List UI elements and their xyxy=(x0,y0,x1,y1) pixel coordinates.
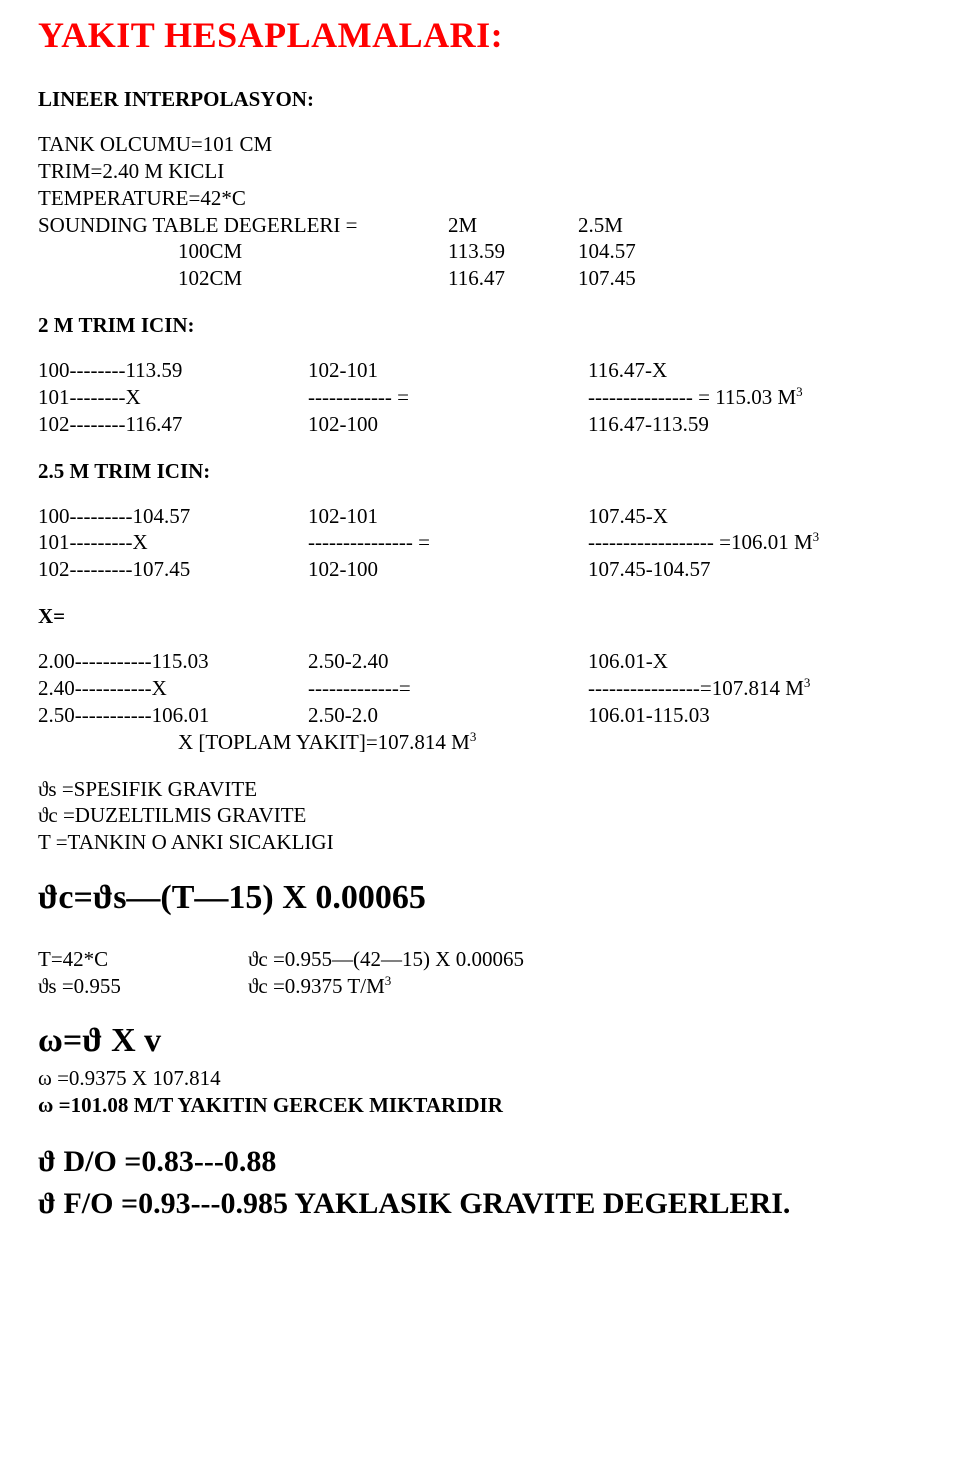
sup-3: 3 xyxy=(804,675,811,690)
t2r1c3: 116.47-X xyxy=(588,357,922,384)
x-block: 2.00-----------115.03 2.50-2.40 106.01-X… xyxy=(38,648,922,756)
sounding-header-row: SOUNDING TABLE DEGERLERI = 2M 2.5M xyxy=(38,212,922,239)
t25r1c3: 107.45-X xyxy=(588,503,922,530)
intro-l3: TEMPERATURE=42*C xyxy=(38,185,922,212)
t25r2: 101---------X --------------- = --------… xyxy=(38,529,922,556)
t2r1: 100--------113.59 102-101 116.47-X xyxy=(38,357,922,384)
sr2c1: 102CM xyxy=(38,265,448,292)
def-s: ϑs =SPESIFIK GRAVITE xyxy=(38,776,922,803)
xr2c1: 2.40-----------X xyxy=(38,675,308,702)
xr1c3: 106.01-X xyxy=(588,648,922,675)
sup-3: 3 xyxy=(813,529,820,544)
sr2c3: 107.45 xyxy=(578,265,636,292)
sounding-label: SOUNDING TABLE DEGERLERI = xyxy=(38,212,448,239)
t25r1c1: 100---------104.57 xyxy=(38,503,308,530)
xr1c2: 2.50-2.40 xyxy=(308,648,588,675)
t25r1: 100---------104.57 102-101 107.45-X xyxy=(38,503,922,530)
xr3: 2.50-----------106.01 2.50-2.0 106.01-11… xyxy=(38,702,922,729)
calc-r1: T=42*C ϑc =0.955—(42—15) X 0.00065 xyxy=(38,946,922,973)
def-c: ϑc =DUZELTILMIS GRAVITE xyxy=(38,802,922,829)
sr1c2: 113.59 xyxy=(448,238,578,265)
x-total: X [TOPLAM YAKIT]=107.814 M3 xyxy=(38,729,922,756)
t2r1c1: 100--------113.59 xyxy=(38,357,308,384)
sup-3: 3 xyxy=(796,384,803,399)
formula-thetac: ϑc=ϑs—(T—15) X 0.00065 xyxy=(38,876,922,920)
trim25-block: 100---------104.57 102-101 107.45-X 101-… xyxy=(38,503,922,584)
sounding-row2: 102CM 116.47 107.45 xyxy=(38,265,922,292)
final-fo: ϑ F/O =0.93---0.985 YAKLASIK GRAVITE DEG… xyxy=(38,1185,922,1223)
sr1c3: 104.57 xyxy=(578,238,636,265)
calc-block: T=42*C ϑc =0.955—(42—15) X 0.00065 ϑs =0… xyxy=(38,946,922,1000)
trim25-head: 2.5 M TRIM ICIN: xyxy=(38,458,922,485)
trim2-block: 100--------113.59 102-101 116.47-X 101--… xyxy=(38,357,922,438)
sounding-h2m: 2M xyxy=(448,212,578,239)
t2r2c3: --------------- = 115.03 M3 xyxy=(588,384,922,411)
xr3c1: 2.50-----------106.01 xyxy=(38,702,308,729)
section-linear-interp: LINEER INTERPOLASYON: xyxy=(38,86,922,113)
sr1c1: 100CM xyxy=(38,238,448,265)
defs-block: ϑs =SPESIFIK GRAVITE ϑc =DUZELTILMIS GRA… xyxy=(38,776,922,857)
calc-r2r: ϑc =0.9375 T/M3 xyxy=(248,973,922,1000)
t2r2c1: 101--------X xyxy=(38,384,308,411)
sounding-h25m: 2.5M xyxy=(578,212,623,239)
xr2: 2.40-----------X -------------= --------… xyxy=(38,675,922,702)
sounding-row1: 100CM 113.59 104.57 xyxy=(38,238,922,265)
intro-block: TANK OLCUMU=101 CM TRIM=2.40 M KICLI TEM… xyxy=(38,131,922,292)
omega-l1: ω =0.9375 X 107.814 xyxy=(38,1065,922,1092)
t2r3: 102--------116.47 102-100 116.47-113.59 xyxy=(38,411,922,438)
sup-3: 3 xyxy=(385,973,392,988)
x-head: X= xyxy=(38,603,922,630)
t2r2: 101--------X ------------ = ------------… xyxy=(38,384,922,411)
calc-r2: ϑs =0.955 ϑc =0.9375 T/M3 xyxy=(38,973,922,1000)
t2r3c2: 102-100 xyxy=(308,411,588,438)
def-t: T =TANKIN O ANKI SICAKLIGI xyxy=(38,829,922,856)
intro-l2: TRIM=2.40 M KICLI xyxy=(38,158,922,185)
t2r3c3: 116.47-113.59 xyxy=(588,411,922,438)
t25r2c2: --------------- = xyxy=(308,529,588,556)
sr2c2: 116.47 xyxy=(448,265,578,292)
t25r2c3: ------------------ =106.01 M3 xyxy=(588,529,922,556)
t25r3: 102---------107.45 102-100 107.45-104.57 xyxy=(38,556,922,583)
t25r1c2: 102-101 xyxy=(308,503,588,530)
xr1: 2.00-----------115.03 2.50-2.40 106.01-X xyxy=(38,648,922,675)
t2r1c2: 102-101 xyxy=(308,357,588,384)
sup-3: 3 xyxy=(470,729,477,744)
t2r2c2: ------------ = xyxy=(308,384,588,411)
omega-formula: ω=ϑ X v xyxy=(38,1019,922,1063)
final-do: ϑ D/O =0.83---0.88 xyxy=(38,1143,922,1181)
trim2-head: 2 M TRIM ICIN: xyxy=(38,312,922,339)
xr1c1: 2.00-----------115.03 xyxy=(38,648,308,675)
calc-r1l: T=42*C xyxy=(38,946,248,973)
t25r3c2: 102-100 xyxy=(308,556,588,583)
t25r3c3: 107.45-104.57 xyxy=(588,556,922,583)
omega-l2: ω =101.08 M/T YAKITIN GERCEK MIKTARIDIR xyxy=(38,1092,922,1119)
page-title: YAKIT HESAPLAMALARI: xyxy=(38,12,922,58)
t2r3c1: 102--------116.47 xyxy=(38,411,308,438)
t25r2c1: 101---------X xyxy=(38,529,308,556)
xr3c3: 106.01-115.03 xyxy=(588,702,922,729)
xr2c3: ----------------=107.814 M3 xyxy=(588,675,922,702)
calc-r2l: ϑs =0.955 xyxy=(38,973,248,1000)
xr2c2: -------------= xyxy=(308,675,588,702)
calc-r1r: ϑc =0.955—(42—15) X 0.00065 xyxy=(248,946,922,973)
t25r3c1: 102---------107.45 xyxy=(38,556,308,583)
intro-l1: TANK OLCUMU=101 CM xyxy=(38,131,922,158)
xr3c2: 2.50-2.0 xyxy=(308,702,588,729)
